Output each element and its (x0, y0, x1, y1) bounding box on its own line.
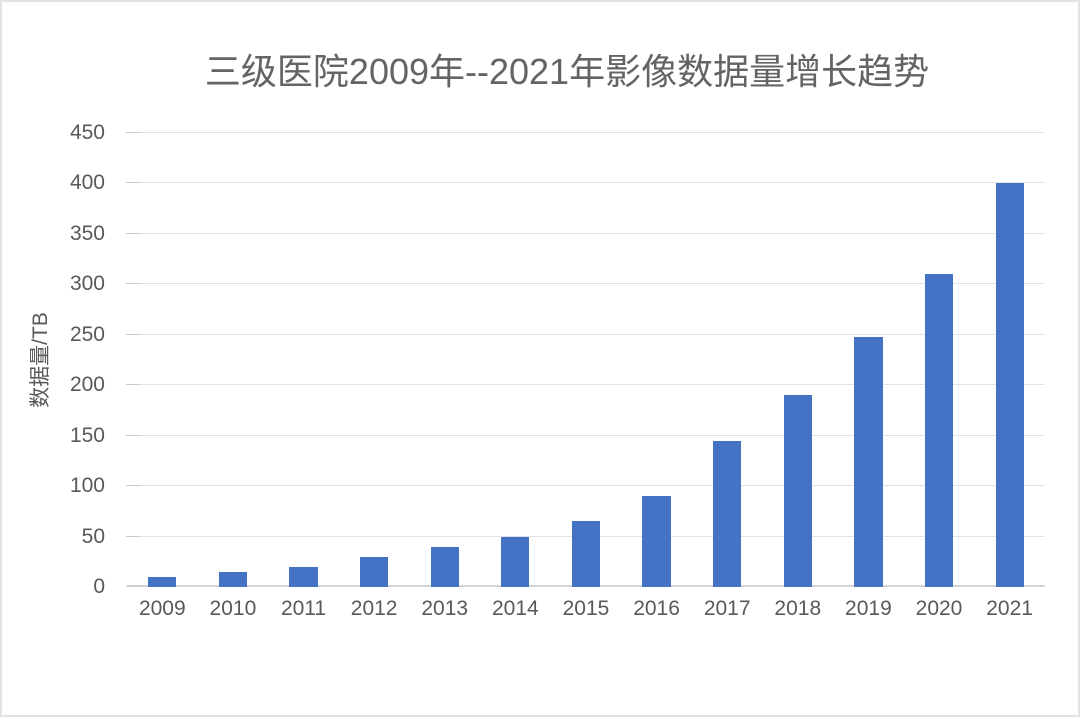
bar-cell-2010 (198, 133, 269, 587)
gridline (127, 132, 1045, 133)
bar-cell-2015 (551, 133, 622, 587)
bar-2016 (642, 496, 671, 587)
bar-cell-2012 (339, 133, 410, 587)
y-tick-mark (126, 132, 140, 133)
x-tick-label: 2021 (986, 597, 1033, 620)
x-tick-label: 2013 (421, 597, 469, 620)
bar-2020 (924, 274, 954, 587)
bar-cell-2009 (127, 133, 198, 587)
y-tick-mark (126, 384, 140, 386)
gridline (127, 182, 1045, 184)
y-tick-label: 450 (69, 121, 105, 144)
bar-cell-2018 (762, 133, 833, 587)
y-tick-label: 300 (69, 272, 105, 296)
gridline (127, 485, 1045, 487)
bar-cell-2020 (904, 133, 975, 587)
gridline (127, 384, 1045, 386)
bar-cell-2021 (974, 133, 1045, 587)
y-tick-label: 400 (69, 171, 105, 195)
x-tick-label: 2016 (633, 597, 680, 620)
y-tick-label: 200 (69, 373, 105, 397)
x-tick-label: 2014 (491, 597, 539, 620)
bar-2014 (501, 536, 530, 587)
gridline (127, 333, 1045, 335)
y-tick-label: 350 (69, 221, 105, 245)
gridline (127, 434, 1045, 436)
y-tick-mark (126, 535, 140, 537)
x-tick-label: 2018 (774, 597, 822, 620)
y-tick-mark (126, 182, 140, 184)
bar-2013 (430, 546, 459, 587)
y-tick-mark (126, 333, 140, 335)
y-tick-mark (126, 434, 140, 436)
bar-2012 (360, 556, 389, 587)
bar-2011 (289, 566, 318, 587)
x-tick-label: 2010 (209, 597, 257, 620)
y-axis-tick-labels: 0 50 100 150 200 250 300 350 400 450 (2, 121, 105, 598)
gridline (127, 283, 1045, 285)
x-tick-label: 2009 (138, 597, 186, 620)
x-tick-label: 2020 (915, 597, 963, 620)
y-tick-label: 50 (81, 524, 105, 548)
plot-area (126, 132, 1045, 587)
bar-cell-2011 (268, 133, 339, 587)
chart-title: 三级医院2009年--2021年影像数据量增长趋势 (204, 51, 930, 92)
bar-2017 (713, 440, 742, 587)
x-tick-label: 2012 (350, 597, 398, 620)
y-tick-label: 100 (69, 474, 105, 498)
y-tick-mark (126, 283, 140, 285)
x-tick-label: 2015 (562, 597, 610, 620)
x-tick-label: 2019 (845, 597, 892, 620)
bar-cell-2017 (692, 133, 763, 587)
gridline (127, 232, 1045, 234)
bar-cell-2016 (621, 133, 692, 587)
bar-2015 (571, 521, 601, 587)
bar-2019 (854, 336, 883, 587)
bar-cell-2019 (833, 133, 904, 587)
bar-cell-2014 (480, 133, 551, 587)
bar-2021 (995, 183, 1024, 587)
bars-layer (127, 133, 1045, 587)
y-tick-mark (126, 485, 140, 487)
y-tick-label: 250 (69, 322, 105, 346)
bar-2010 (218, 571, 248, 587)
y-tick-label: 150 (69, 423, 105, 447)
y-tick-mark (126, 586, 140, 587)
x-tick-label: 2017 (703, 597, 751, 620)
y-tick-mark (126, 232, 140, 234)
bar-cell-2013 (409, 133, 480, 587)
x-axis-tick-labels: 2009 2010 2011 2012 2013 2014 2015 2016 2017 2018… (127, 596, 1045, 622)
x-tick-label: 2011 (280, 597, 327, 620)
y-tick-label: 0 (93, 575, 105, 598)
bar-2009 (148, 576, 177, 587)
bar-2018 (783, 395, 812, 587)
